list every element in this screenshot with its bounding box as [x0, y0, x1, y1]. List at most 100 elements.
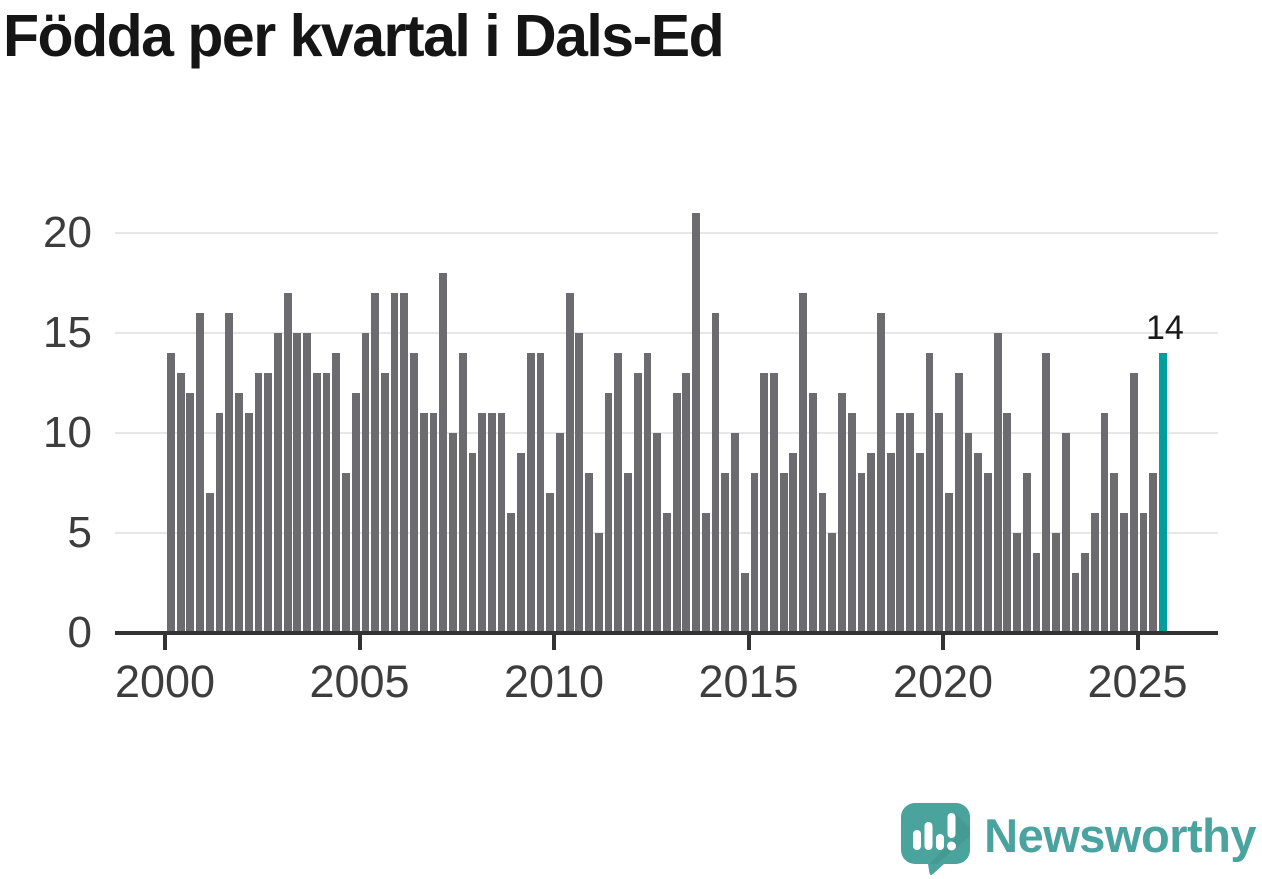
bar-2019-q1 — [906, 413, 914, 633]
bar-2007-q2 — [449, 433, 457, 633]
bar-2024-q4 — [1129, 373, 1138, 633]
bar-2021-q2 — [993, 333, 1002, 633]
bar-2001-q1 — [205, 493, 214, 633]
bar-2003-q2 — [293, 333, 302, 633]
bar-2014-q4 — [740, 573, 749, 633]
y-axis-label-0: 0 — [67, 608, 92, 657]
bar-2007-q1 — [439, 273, 448, 633]
x-axis-line — [115, 631, 1218, 635]
bar-2011-q2 — [604, 393, 613, 633]
bar-2024-q3 — [1120, 513, 1128, 633]
bar-2006-q1 — [400, 293, 409, 633]
bar-2010-q2 — [565, 293, 574, 633]
bar-2001-q3 — [225, 313, 234, 633]
x-axis-tick-2010 — [552, 635, 556, 650]
bar-2018-q1 — [867, 453, 876, 633]
bar-2003-q4 — [312, 373, 321, 633]
bar-2002-q2 — [254, 373, 263, 633]
bar-2003-q1 — [283, 293, 292, 633]
bar-2007-q3 — [458, 353, 467, 633]
bar-2005-q3 — [380, 373, 389, 633]
newsworthy-branding: Newsworthy — [900, 802, 1256, 875]
x-axis-tick-2025 — [1135, 635, 1140, 650]
icon-exclamation-line — [947, 813, 956, 838]
bar-2007-q4 — [468, 453, 477, 633]
bar-2002-q3 — [264, 373, 273, 633]
bar-2024-q1 — [1100, 413, 1109, 633]
bar-2020-q2 — [954, 373, 963, 633]
bar-2023-q2 — [1071, 573, 1080, 633]
bar-2025-q2 — [1149, 473, 1158, 633]
x-axis-label-2000: 2000 — [114, 656, 216, 707]
x-axis-label-2025: 2025 — [1087, 656, 1188, 707]
bar-2016-q4 — [818, 493, 827, 633]
bar-2011-q4 — [624, 473, 632, 633]
bar-2002-q4 — [273, 333, 282, 633]
bar-2014-q2 — [721, 473, 730, 633]
bar-2022-q4 — [1052, 533, 1060, 633]
bar-2002-q1 — [244, 413, 253, 633]
icon-exclamation-dot — [947, 841, 957, 851]
bar-2008-q2 — [487, 413, 496, 633]
bar-2015-q3 — [770, 373, 778, 633]
bar-2019-q2 — [915, 453, 924, 633]
bar-2015-q4 — [779, 473, 788, 633]
bar-2025-q3 — [1159, 353, 1167, 633]
bar-2018-q2 — [877, 313, 885, 633]
bar-2024-q2 — [1110, 473, 1119, 633]
bar-2003-q3 — [303, 333, 311, 633]
bar-2010-q1 — [556, 433, 564, 633]
bar-2020-q3 — [964, 433, 973, 633]
bar-2012-q1 — [633, 373, 642, 633]
bar-2004-q2 — [332, 353, 341, 633]
bar-2023-q1 — [1061, 433, 1070, 633]
bar-2023-q4 — [1090, 513, 1099, 633]
bar-2000-q4 — [196, 313, 204, 633]
bar-2008-q4 — [507, 513, 516, 633]
x-axis-tick-2015 — [746, 635, 751, 650]
bar-2006-q4 — [429, 413, 438, 633]
bar-2021-q4 — [1013, 533, 1021, 633]
bar-2012-q4 — [663, 513, 671, 633]
bar-2013-q4 — [701, 513, 710, 633]
bar-2008-q3 — [497, 413, 506, 633]
y-axis-label-15: 15 — [43, 308, 92, 357]
bar-2019-q3 — [925, 353, 934, 633]
bar-2001-q4 — [235, 393, 243, 633]
bar-2010-q4 — [585, 473, 594, 633]
bar-2017-q4 — [857, 473, 866, 633]
bar-2004-q3 — [342, 473, 350, 633]
bar-2017-q1 — [828, 533, 837, 633]
bar-2013-q1 — [672, 393, 681, 633]
bar-2005-q4 — [390, 293, 399, 633]
bar-2004-q4 — [351, 393, 360, 633]
bar-2014-q3 — [731, 433, 739, 633]
bar-2020-q1 — [945, 493, 953, 633]
bar-2016-q1 — [789, 453, 798, 633]
icon-bar-2 — [924, 822, 933, 850]
bar-2023-q3 — [1081, 553, 1090, 633]
bar-2021-q3 — [1003, 413, 1012, 633]
bar-2013-q3 — [692, 213, 700, 633]
bar-2000-q3 — [186, 393, 195, 633]
icon-bar-1 — [913, 830, 922, 850]
bar-2006-q2 — [410, 353, 418, 633]
bar-2009-q2 — [526, 353, 535, 633]
y-axis-label-10: 10 — [43, 408, 92, 457]
gridline-y-20 — [115, 232, 1218, 234]
bar-2014-q1 — [711, 313, 720, 633]
bar-2001-q2 — [215, 413, 224, 633]
chart-title: Födda per kvartal i Dals-Ed — [3, 3, 725, 69]
newsworthy-speech-bubble-chart-icon — [901, 803, 971, 875]
bar-2022-q1 — [1022, 473, 1031, 633]
x-axis-label-2015: 2015 — [698, 656, 799, 707]
bar-2006-q3 — [419, 413, 428, 633]
bar-2015-q1 — [750, 473, 759, 633]
bar-2012-q2 — [643, 353, 652, 633]
icon-shadow — [929, 813, 971, 864]
bar-2017-q3 — [847, 413, 856, 633]
x-axis-label-2020: 2020 — [892, 656, 994, 707]
newsworthy-logo-text: Newsworthy — [984, 809, 1256, 862]
bar-2018-q4 — [896, 413, 905, 633]
bar-2009-q4 — [546, 493, 555, 633]
